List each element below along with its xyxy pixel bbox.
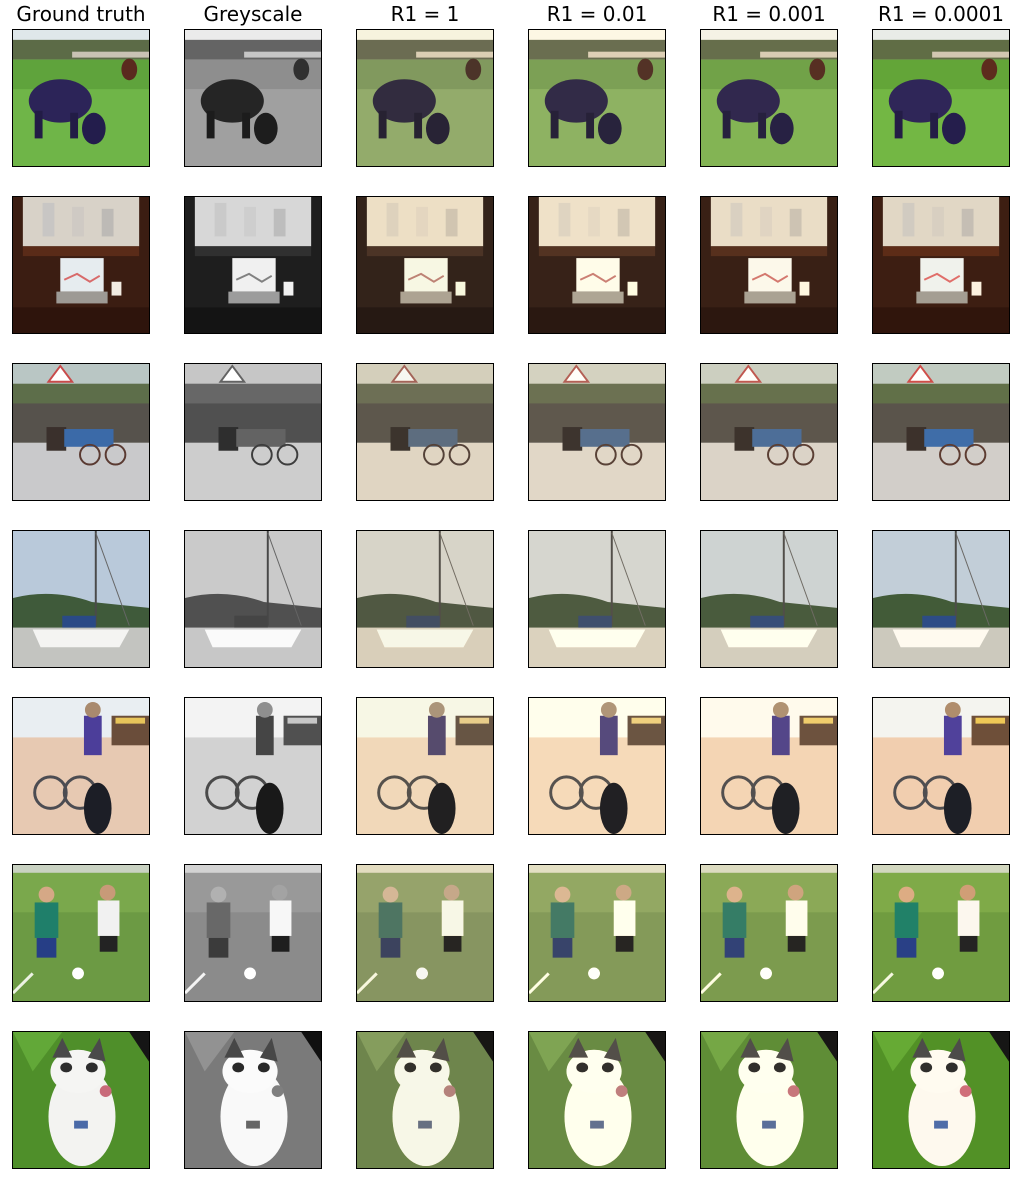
- image-cat-grass-warm: [356, 1031, 494, 1169]
- image-sailboat-warm: [356, 530, 494, 668]
- image-cat-grass-gt: [12, 1031, 150, 1169]
- image-bicycle-street-warm3: [700, 697, 838, 835]
- photo-bicycle-street: [701, 698, 837, 834]
- photo-laptop-desk: [873, 197, 1009, 333]
- photo-cow-grazing: [357, 30, 493, 166]
- photo-kids-soccer: [529, 865, 665, 1001]
- photo-horse-carriage: [701, 364, 837, 500]
- image-bicycle-street-warm2: [528, 697, 666, 835]
- photo-sailboat: [185, 531, 321, 667]
- photo-kids-soccer: [13, 865, 149, 1001]
- column-title: Ground truth: [16, 2, 146, 26]
- photo-bicycle-street: [529, 698, 665, 834]
- image-bicycle-street-warm: [356, 697, 494, 835]
- image-laptop-desk-warm2: [528, 196, 666, 334]
- column-title: R1 = 0.001: [712, 2, 826, 26]
- photo-laptop-desk: [701, 197, 837, 333]
- photo-laptop-desk: [529, 197, 665, 333]
- image-kids-soccer-grey: [184, 864, 322, 1002]
- photo-laptop-desk: [13, 197, 149, 333]
- photo-cat-grass: [357, 1032, 493, 1168]
- image-cow-grazing-gt: [12, 29, 150, 167]
- image-horse-carriage-grey: [184, 363, 322, 501]
- image-cow-grazing-warm3: [700, 29, 838, 167]
- photo-cow-grazing: [873, 30, 1009, 166]
- photo-cow-grazing: [529, 30, 665, 166]
- photo-bicycle-street: [185, 698, 321, 834]
- photo-sailboat: [357, 531, 493, 667]
- photo-horse-carriage: [185, 364, 321, 500]
- image-horse-carriage-warm3: [700, 363, 838, 501]
- image-bicycle-street-warm4: [872, 697, 1010, 835]
- photo-cat-grass: [185, 1032, 321, 1168]
- image-horse-carriage-warm2: [528, 363, 666, 501]
- photo-cat-grass: [13, 1032, 149, 1168]
- photo-bicycle-street: [13, 698, 149, 834]
- image-sailboat-grey: [184, 530, 322, 668]
- image-cow-grazing-warm: [356, 29, 494, 167]
- image-cow-grazing-grey: [184, 29, 322, 167]
- image-laptop-desk-grey: [184, 196, 322, 334]
- image-cow-grazing-warm4: [872, 29, 1010, 167]
- photo-horse-carriage: [529, 364, 665, 500]
- photo-kids-soccer: [701, 865, 837, 1001]
- image-bicycle-street-gt: [12, 697, 150, 835]
- photo-laptop-desk: [357, 197, 493, 333]
- image-cow-grazing-warm2: [528, 29, 666, 167]
- photo-cat-grass: [873, 1032, 1009, 1168]
- image-cat-grass-warm2: [528, 1031, 666, 1169]
- photo-horse-carriage: [873, 364, 1009, 500]
- photo-bicycle-street: [357, 698, 493, 834]
- photo-cat-grass: [701, 1032, 837, 1168]
- image-bicycle-street-grey: [184, 697, 322, 835]
- photo-sailboat: [529, 531, 665, 667]
- photo-kids-soccer: [873, 865, 1009, 1001]
- image-laptop-desk-warm4: [872, 196, 1010, 334]
- image-kids-soccer-warm: [356, 864, 494, 1002]
- image-horse-carriage-warm4: [872, 363, 1010, 501]
- photo-cow-grazing: [701, 30, 837, 166]
- image-kids-soccer-warm3: [700, 864, 838, 1002]
- image-horse-carriage-gt: [12, 363, 150, 501]
- photo-cat-grass: [529, 1032, 665, 1168]
- image-kids-soccer-warm2: [528, 864, 666, 1002]
- column-title: R1 = 0.01: [546, 2, 648, 26]
- image-laptop-desk-gt: [12, 196, 150, 334]
- photo-kids-soccer: [185, 865, 321, 1001]
- column-title: Greyscale: [203, 2, 303, 26]
- photo-cow-grazing: [185, 30, 321, 166]
- photo-sailboat: [701, 531, 837, 667]
- image-sailboat-warm2: [528, 530, 666, 668]
- image-sailboat-warm3: [700, 530, 838, 668]
- image-laptop-desk-warm3: [700, 196, 838, 334]
- image-sailboat-warm4: [872, 530, 1010, 668]
- photo-horse-carriage: [357, 364, 493, 500]
- photo-cow-grazing: [13, 30, 149, 166]
- photo-laptop-desk: [185, 197, 321, 333]
- image-cat-grass-warm4: [872, 1031, 1010, 1169]
- image-laptop-desk-warm: [356, 196, 494, 334]
- photo-sailboat: [873, 531, 1009, 667]
- image-cat-grass-grey: [184, 1031, 322, 1169]
- photo-bicycle-street: [873, 698, 1009, 834]
- photo-sailboat: [13, 531, 149, 667]
- column-title: R1 = 1: [390, 2, 460, 26]
- image-sailboat-gt: [12, 530, 150, 668]
- photo-horse-carriage: [13, 364, 149, 500]
- column-title: R1 = 0.0001: [877, 2, 1005, 26]
- image-kids-soccer-gt: [12, 864, 150, 1002]
- image-kids-soccer-warm4: [872, 864, 1010, 1002]
- image-horse-carriage-warm: [356, 363, 494, 501]
- image-cat-grass-warm3: [700, 1031, 838, 1169]
- photo-kids-soccer: [357, 865, 493, 1001]
